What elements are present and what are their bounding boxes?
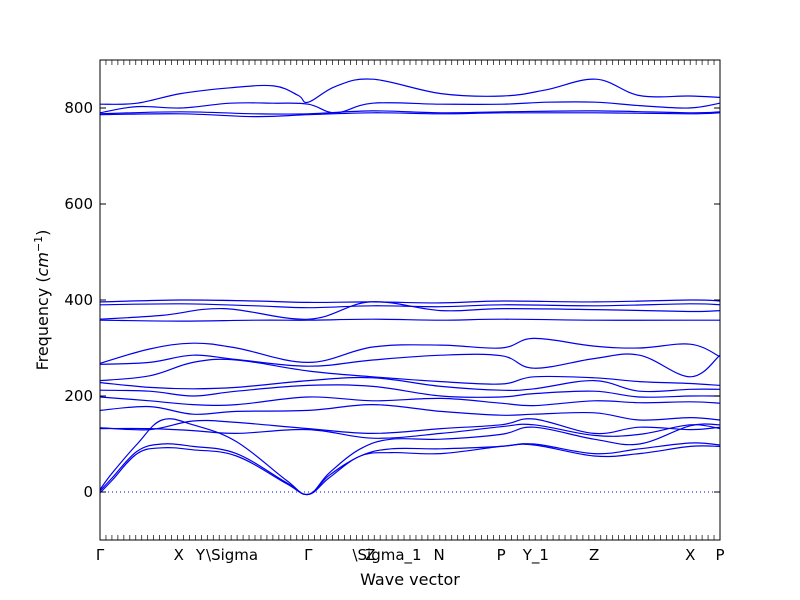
y-axis-label: Frequency (cm−1): [32, 230, 52, 371]
y-tick-label: 400: [64, 291, 93, 309]
band-lines: [100, 78, 720, 496]
band-line-17: [100, 423, 720, 439]
band-line-15: [100, 403, 720, 421]
band-line-10: [100, 353, 720, 378]
band-line-20: [100, 443, 720, 496]
x-tick-label: \Sigma: [206, 546, 258, 564]
band-line-18: [100, 418, 720, 496]
x-tick-label: P: [715, 546, 724, 564]
x-tick-label: Γ: [96, 546, 105, 564]
band-line-13: [100, 384, 720, 398]
x-tick-label: X: [685, 546, 695, 564]
y-axis-ticks: 0 200 400 600 800: [64, 99, 720, 501]
x-tick-label: \Sigma_1: [352, 546, 421, 565]
y-tick-label: 600: [64, 195, 93, 213]
x-tick-label: Y: [195, 546, 206, 564]
band-line-16: [100, 418, 720, 435]
x-tick-label: Y_1: [522, 546, 549, 565]
y-axis-label-unit: cm: [33, 252, 52, 276]
y-axis-label-text: Frequency (: [33, 276, 52, 370]
x-axis-label: Wave vector: [360, 570, 460, 589]
x-tick-label: Z: [589, 546, 599, 564]
x-tick-label: Z: [365, 546, 375, 564]
x-tick-label: P: [497, 546, 506, 564]
band-line-11: [100, 358, 720, 386]
x-tick-label: Γ: [304, 546, 313, 564]
y-tick-label: 800: [64, 99, 93, 117]
y-tick-label: 0: [83, 483, 93, 501]
y-axis-label-exponent: −1: [32, 236, 45, 252]
band-line-1: [100, 78, 720, 105]
band-line-8: [100, 318, 720, 322]
band-line-12: [100, 376, 720, 393]
band-line-14: [100, 396, 720, 407]
band-line-7: [100, 301, 720, 320]
band-line-19: [100, 442, 720, 496]
band-line-4: [100, 112, 720, 118]
x-tick-label: X: [174, 546, 184, 564]
x-axis-minor-ticks: [99, 60, 721, 540]
band-line-2: [100, 101, 720, 114]
band-line-9: [100, 337, 720, 364]
band-line-3: [100, 110, 720, 115]
x-axis-ticks: Γ X Y \Sigma Γ Z\Sigma_1 N P Y_1 Z X P: [96, 546, 725, 565]
y-axis-label-close: ): [33, 230, 52, 236]
x-tick-label: N: [434, 546, 445, 564]
band-line-5: [100, 299, 720, 304]
y-tick-label: 200: [64, 387, 93, 405]
